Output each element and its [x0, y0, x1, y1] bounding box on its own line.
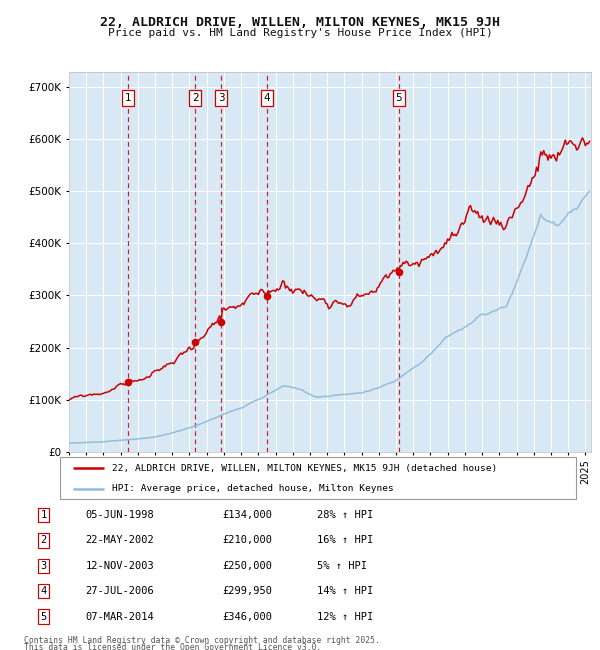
Text: Price paid vs. HM Land Registry's House Price Index (HPI): Price paid vs. HM Land Registry's House … — [107, 28, 493, 38]
Text: 16% ↑ HPI: 16% ↑ HPI — [317, 536, 374, 545]
Text: 3: 3 — [41, 561, 47, 571]
Text: 05-JUN-1998: 05-JUN-1998 — [86, 510, 154, 520]
Text: 2: 2 — [192, 93, 199, 103]
Text: 5: 5 — [395, 93, 402, 103]
Text: 2: 2 — [41, 536, 47, 545]
Text: 28% ↑ HPI: 28% ↑ HPI — [317, 510, 374, 520]
Text: This data is licensed under the Open Government Licence v3.0.: This data is licensed under the Open Gov… — [24, 644, 322, 650]
Text: 4: 4 — [263, 93, 270, 103]
Text: 1: 1 — [41, 510, 47, 520]
Text: 27-JUL-2006: 27-JUL-2006 — [86, 586, 154, 596]
Text: £210,000: £210,000 — [222, 536, 272, 545]
Text: £346,000: £346,000 — [222, 612, 272, 621]
Text: 5% ↑ HPI: 5% ↑ HPI — [317, 561, 367, 571]
Text: 22, ALDRICH DRIVE, WILLEN, MILTON KEYNES, MK15 9JH (detached house): 22, ALDRICH DRIVE, WILLEN, MILTON KEYNES… — [112, 464, 497, 473]
Text: 12% ↑ HPI: 12% ↑ HPI — [317, 612, 374, 621]
Text: £250,000: £250,000 — [222, 561, 272, 571]
Text: HPI: Average price, detached house, Milton Keynes: HPI: Average price, detached house, Milt… — [112, 484, 394, 493]
Text: 1: 1 — [124, 93, 131, 103]
Text: £134,000: £134,000 — [222, 510, 272, 520]
Text: 22, ALDRICH DRIVE, WILLEN, MILTON KEYNES, MK15 9JH: 22, ALDRICH DRIVE, WILLEN, MILTON KEYNES… — [100, 16, 500, 29]
Text: 07-MAR-2014: 07-MAR-2014 — [86, 612, 154, 621]
Text: 12-NOV-2003: 12-NOV-2003 — [86, 561, 154, 571]
Text: Contains HM Land Registry data © Crown copyright and database right 2025.: Contains HM Land Registry data © Crown c… — [24, 636, 380, 645]
Text: 14% ↑ HPI: 14% ↑ HPI — [317, 586, 374, 596]
Text: £299,950: £299,950 — [222, 586, 272, 596]
Text: 22-MAY-2002: 22-MAY-2002 — [86, 536, 154, 545]
Text: 3: 3 — [218, 93, 224, 103]
Text: 4: 4 — [41, 586, 47, 596]
Text: 5: 5 — [41, 612, 47, 621]
